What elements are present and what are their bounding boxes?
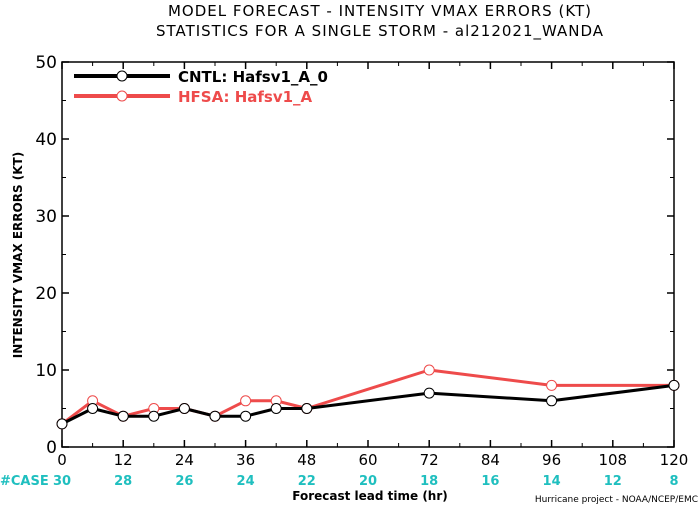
data-point-hfsa: [423, 364, 435, 376]
x-tick-label: 72: [420, 451, 439, 469]
x-tick-label: 36: [236, 451, 255, 469]
data-point-cntl: [546, 395, 558, 407]
case-count: 8: [669, 474, 678, 489]
x-tick-label: 96: [542, 451, 561, 469]
case-row-label: #CASE: [0, 474, 49, 489]
x-axis-ticks: 0 12 24 36 48 60 72 84 96 108 120: [57, 62, 688, 469]
x-tick-label: 108: [598, 451, 627, 469]
case-count: 18: [420, 474, 438, 489]
data-point-cntl: [668, 379, 680, 391]
x-tick-label: 48: [297, 451, 316, 469]
x-tick-label: 0: [57, 451, 67, 469]
x-axis-label: Forecast lead time (hr): [292, 489, 448, 503]
y-tick-label: 10: [35, 361, 57, 381]
data-point-cntl: [209, 410, 221, 422]
x-tick-label: 12: [114, 451, 133, 469]
y-tick-label: 50: [35, 53, 57, 73]
y-axis-label: INTENSITY VMAX ERRORS (KT): [11, 152, 25, 358]
data-point-cntl: [87, 403, 99, 414]
y-axis-ticks: 0 10 20 30 40 50: [35, 53, 674, 458]
x-tick-label: 60: [358, 451, 377, 469]
data-point-cntl: [270, 403, 282, 414]
data-point-hfsa: [546, 379, 558, 391]
data-point-cntl: [178, 403, 190, 414]
case-count: 16: [481, 474, 499, 489]
data-point-hfsa: [240, 395, 252, 407]
case-count: 22: [298, 474, 316, 489]
y-tick-label: 0: [46, 438, 57, 458]
data-point-cntl: [423, 387, 435, 399]
data-point-cntl: [148, 410, 160, 422]
y-tick-label: 20: [35, 284, 57, 304]
case-count: 26: [175, 474, 193, 489]
case-count: 24: [237, 474, 255, 489]
y-tick-label: 30: [35, 207, 57, 227]
y-tick-label: 40: [35, 130, 57, 150]
chart-title-line-1: MODEL FORECAST - INTENSITY VMAX ERRORS (…: [168, 2, 592, 20]
credit-text: Hurricane project - NOAA/NCEP/EMC: [535, 495, 698, 505]
data-point-cntl: [56, 418, 68, 430]
chart-title-line-2: STATISTICS FOR A SINGLE STORM - al212021…: [156, 22, 604, 41]
case-count: 30: [53, 474, 71, 489]
case-counts-row: #CASE 30 28 26 24 22 20 18 16 14 12 8: [0, 474, 679, 489]
data-point-cntl: [240, 410, 252, 422]
x-tick-label: 120: [660, 451, 689, 469]
legend-marker-cntl: [116, 70, 128, 82]
x-tick-label: 24: [175, 451, 194, 469]
case-count: 20: [359, 474, 377, 489]
data-point-cntl: [301, 403, 313, 414]
data-point-cntl: [117, 410, 129, 422]
legend-marker-hfsa: [116, 90, 128, 102]
legend-label-cntl: CNTL: Hafsv1_A_0: [178, 68, 328, 86]
case-count: 14: [543, 474, 561, 489]
case-count: 12: [604, 474, 622, 489]
legend-label-hfsa: HFSA: Hafsv1_A: [178, 88, 313, 106]
case-count: 28: [114, 474, 132, 489]
series-layer: [56, 364, 680, 430]
chart-legend: CNTL: Hafsv1_A_0 HFSA: Hafsv1_A: [74, 68, 328, 106]
x-tick-label: 84: [481, 451, 500, 469]
